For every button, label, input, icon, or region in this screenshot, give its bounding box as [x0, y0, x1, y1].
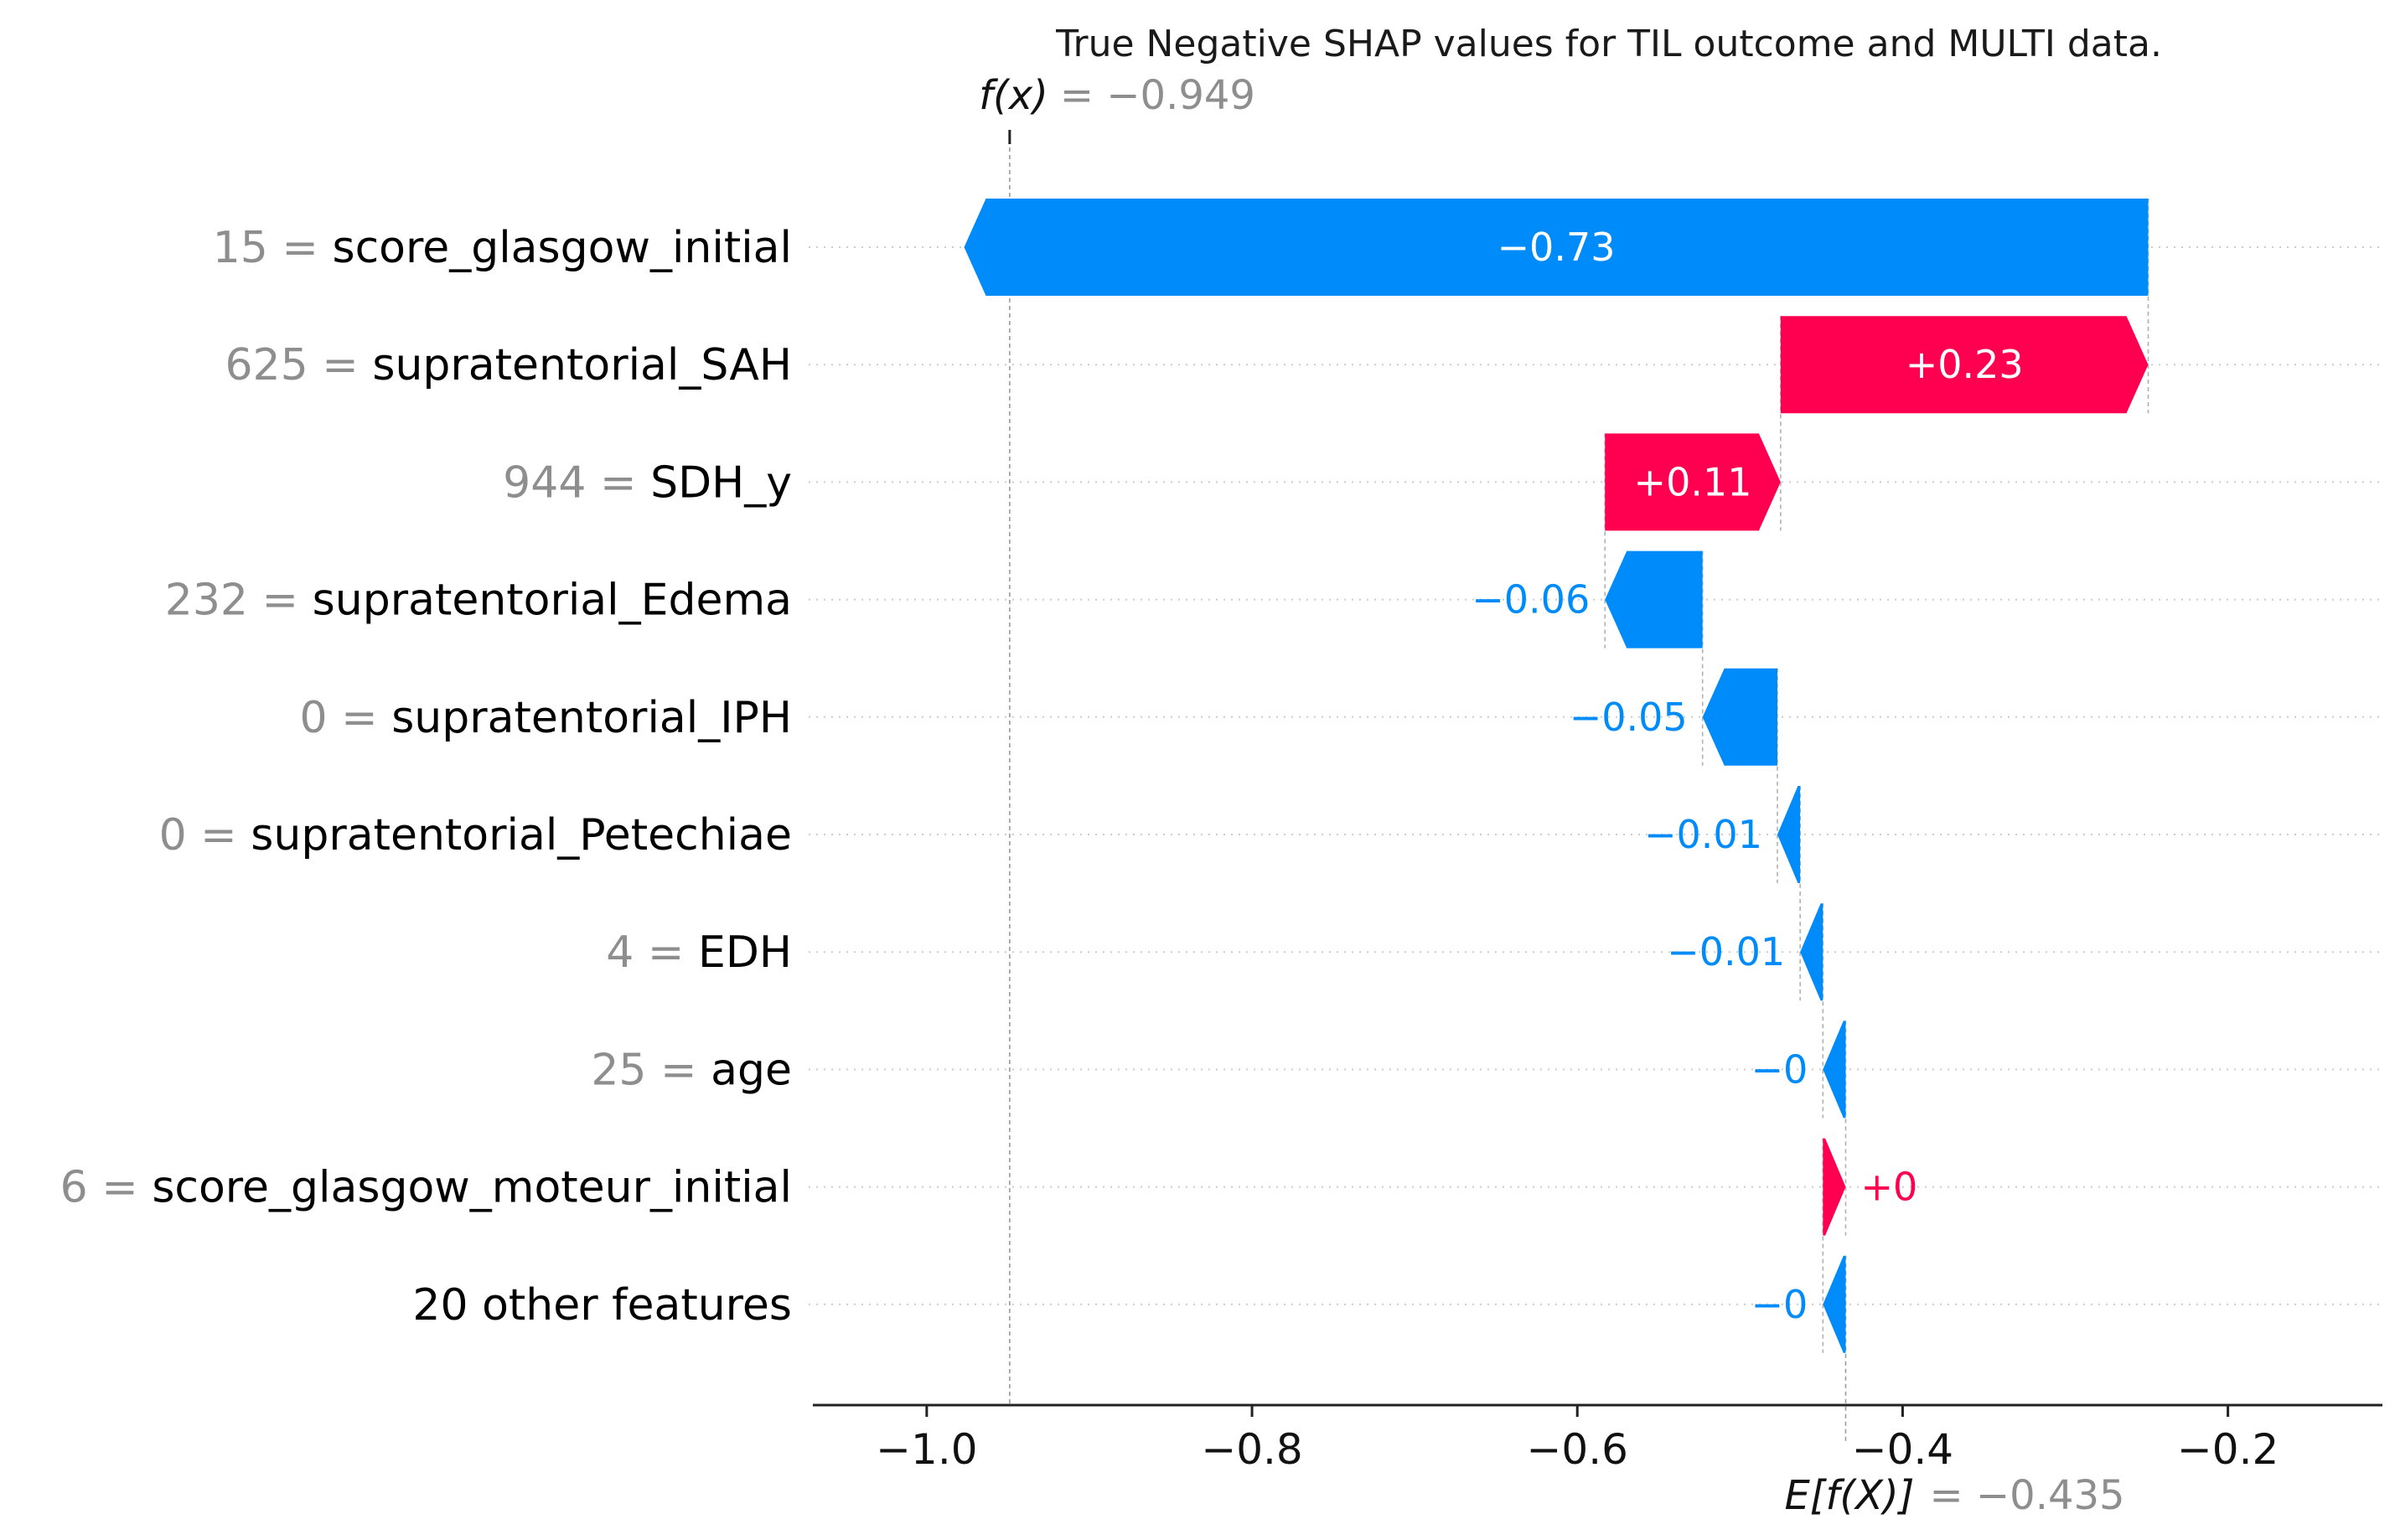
waterfall-bar	[1823, 1021, 1846, 1119]
feature-name: 20 other features	[412, 1280, 792, 1331]
feature-label: 0 = supratentorial_Petechiae	[159, 810, 792, 860]
feature-label: 625 = supratentorial_SAH	[225, 340, 792, 390]
feature-name: score_glasgow_initial	[333, 223, 793, 273]
waterfall-bar	[1780, 316, 2149, 414]
feature-label: 25 = age	[591, 1045, 792, 1095]
output-value-annotation: f(x) = −0.949	[979, 72, 1255, 119]
feature-name: supratentorial_IPH	[391, 693, 792, 743]
feature-name: score_glasgow_moteur_initial	[152, 1163, 792, 1213]
feature-label: 6 = score_glasgow_moteur_initial	[60, 1163, 792, 1213]
feature-value: 0 =	[159, 810, 251, 860]
feature-label: 232 = supratentorial_Edema	[165, 576, 792, 626]
waterfall-bar	[1777, 786, 1801, 883]
bar-value-label: −0.01	[1667, 929, 1785, 974]
bar-value-label: −0	[1751, 1282, 1808, 1327]
bars	[964, 199, 2149, 1353]
bar-value-label: −0.06	[1472, 577, 1590, 623]
feature-value: 25 =	[591, 1045, 711, 1095]
feature-label: 0 = supratentorial_IPH	[300, 693, 793, 743]
waterfall-bar	[1823, 1138, 1846, 1236]
bar-value-label: −0.05	[1570, 695, 1688, 740]
feature-value: 232 =	[165, 576, 313, 626]
waterfall-bar	[1702, 668, 1777, 766]
connector-lines	[1008, 130, 2149, 1442]
feature-name: SDH_y	[650, 457, 792, 508]
bar-value-label: +0	[1860, 1165, 1917, 1210]
feature-value: 944 =	[503, 457, 650, 508]
x-axis: −1.0 −0.8 −0.6 −0.4 −0.2	[813, 1403, 2382, 1474]
feature-label: 944 = SDH_y	[503, 457, 792, 508]
bar-value-label: −0.73	[1498, 225, 1616, 270]
x-tick-label: −0.8	[1201, 1425, 1302, 1474]
feature-label: 15 = score_glasgow_initial	[213, 223, 792, 273]
waterfall-bar	[1823, 1255, 1846, 1353]
output-value-text: = −0.949	[1060, 72, 1255, 119]
feature-value: 4 =	[606, 928, 698, 978]
chart-title: True Negative SHAP values for TIL outcom…	[1055, 23, 2162, 65]
waterfall-bar	[1605, 433, 1781, 531]
feature-value: 15 =	[213, 223, 333, 273]
bar-value-label: +0.11	[1634, 459, 1752, 504]
bar-value-label: +0.23	[1906, 342, 2024, 387]
feature-label: 20 other features	[412, 1280, 792, 1331]
feature-label: 4 = EDH	[606, 928, 792, 978]
bar-value-label: −0	[1751, 1046, 1808, 1092]
feature-labels: 15 = score_glasgow_initial 625 = supraten…	[60, 223, 792, 1331]
waterfall-bar	[964, 199, 2149, 296]
feature-name: age	[711, 1045, 792, 1095]
base-value-annotation: E[f(X)] = −0.435	[1784, 1472, 2124, 1519]
output-value-prefix: f(x)	[979, 72, 1048, 119]
x-tick-label: −1.0	[876, 1425, 977, 1474]
x-tick-label: −0.6	[1527, 1425, 1628, 1474]
base-value-prefix: E[f(X)]	[1784, 1472, 1914, 1519]
base-value-text: = −0.435	[1929, 1472, 2124, 1519]
feature-name: supratentorial_SAH	[372, 340, 792, 390]
feature-name: supratentorial_Petechiae	[251, 810, 792, 860]
waterfall-bar	[1800, 903, 1823, 1001]
x-tick-label: −0.2	[2177, 1425, 2279, 1474]
feature-value: 6 =	[60, 1163, 153, 1213]
bar-value-label: −0.01	[1644, 812, 1762, 857]
grid-lines	[809, 246, 2382, 1305]
x-tick-label: −0.4	[1852, 1425, 1953, 1474]
feature-value: 625 =	[225, 340, 372, 390]
feature-value: 0 =	[300, 693, 392, 743]
waterfall-bar	[1605, 550, 1703, 649]
feature-name: supratentorial_Edema	[313, 576, 792, 626]
bar-labels: −0.73 +0.23 +0.11 −0.06 −0.05 −0.01 −0.01 −0 +0 −…	[1472, 225, 2023, 1327]
feature-name: EDH	[698, 928, 792, 978]
